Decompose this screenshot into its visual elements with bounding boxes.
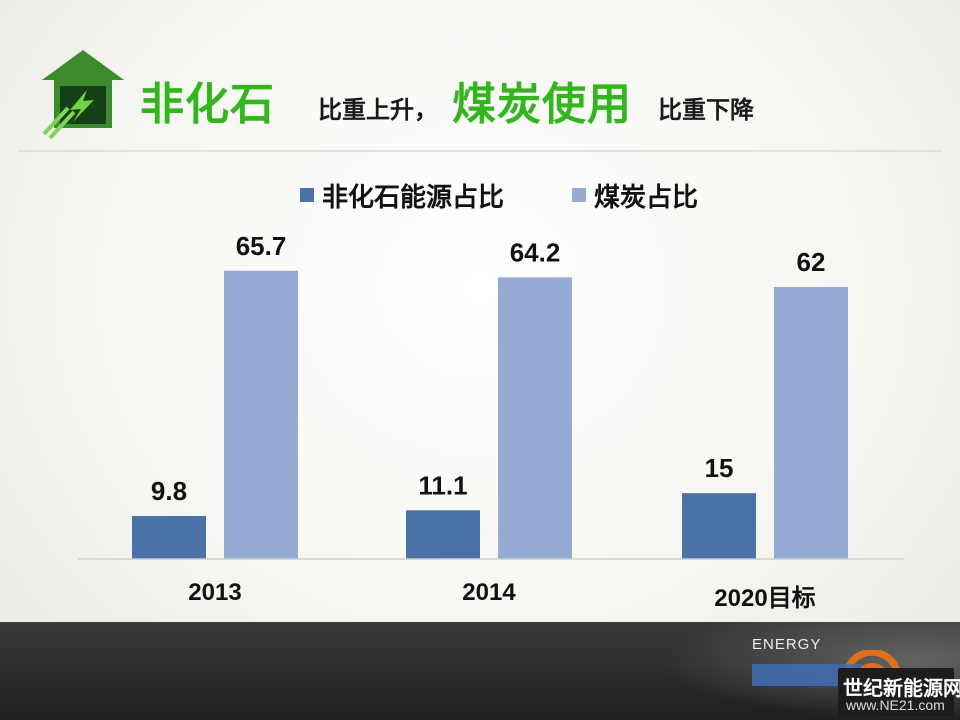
- house-lightning-icon: [42, 50, 124, 140]
- legend-item-coal: 煤炭占比: [572, 178, 699, 213]
- bar-coal-1: [498, 277, 572, 559]
- title-highlight-2: 煤炭使用: [452, 79, 632, 130]
- watermark-brand: 世纪新能源网: [843, 676, 960, 700]
- x-tick-label-0: 2013: [188, 579, 241, 606]
- chart-legend: 非化石能源占比 煤炭占比: [0, 178, 960, 213]
- data-label-non-fossil-1: 11.1: [418, 470, 467, 500]
- legend-label: 非化石能源占比: [322, 182, 505, 213]
- title-text-1: 比重上升，: [318, 96, 438, 124]
- data-label-coal-2: 62: [797, 247, 826, 277]
- watermark-url: www.NE21.com: [846, 697, 945, 713]
- data-label-non-fossil-0: 9.8: [151, 476, 187, 506]
- legend-label: 煤炭占比: [594, 182, 699, 213]
- bar-coal-0: [224, 270, 298, 559]
- x-tick-label-1: 2014: [462, 579, 516, 606]
- title-text-2: 比重下降: [658, 96, 754, 124]
- title-bar: 非化石 比重上升， 煤炭使用 比重下降: [0, 0, 960, 150]
- bar-chart: 9.8 65.7 2013 11.1 64.2 2014 15 62 2020目标: [78, 231, 904, 612]
- bar-non-fossil-1: [406, 510, 480, 559]
- legend-item-non-fossil: 非化石能源占比: [300, 178, 505, 213]
- data-label-non-fossil-2: 15: [705, 453, 734, 483]
- data-label-coal-0: 65.7: [236, 231, 287, 261]
- bar-non-fossil-2: [682, 493, 756, 559]
- legend-swatch-dark-blue: [300, 188, 314, 202]
- bar-coal-2: [774, 287, 848, 559]
- watermark-badge: [838, 668, 954, 716]
- x-tick-label-2: 2020目标: [714, 585, 815, 612]
- title-highlight-1: 非化石: [140, 79, 275, 130]
- title-divider: [18, 150, 942, 152]
- data-label-coal-1: 64.2: [510, 237, 561, 267]
- legend-swatch-light-blue: [572, 188, 586, 202]
- watermark-energy-text: ENERGY: [752, 636, 822, 653]
- bar-non-fossil-0: [132, 516, 206, 559]
